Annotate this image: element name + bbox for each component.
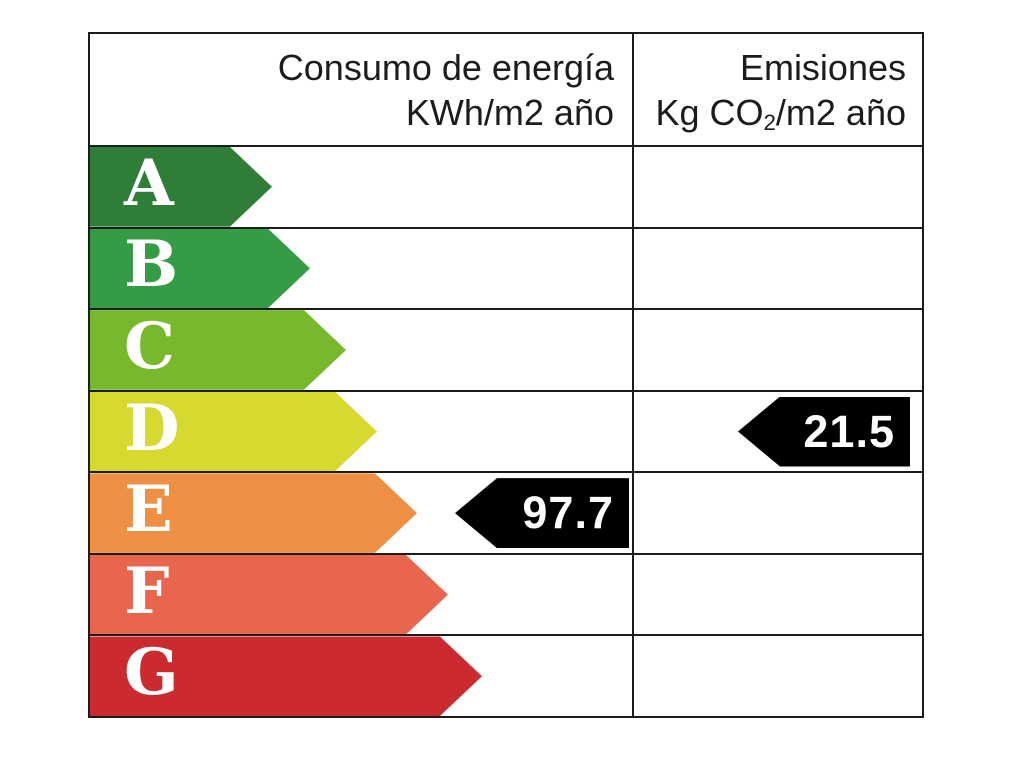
energy-rating-table: Consumo de energía KWh/m2 año Emisiones … — [88, 32, 924, 718]
consumption-value-arrow: 97.7 — [455, 478, 629, 549]
rating-row-E: E 97.7 — [90, 473, 922, 555]
rating-row-G: G — [90, 636, 922, 716]
emissions-title: Emisiones — [739, 47, 906, 88]
consumption-title: Consumo de energía — [277, 47, 614, 88]
emissions-unit-post: /m2 año — [775, 92, 906, 133]
rating-row-D: D 21.5 — [90, 392, 922, 474]
emissions-value: 21.5 — [803, 405, 895, 457]
rating-arrow-G: G — [90, 636, 482, 716]
table-header: Consumo de energía KWh/m2 año Emisiones … — [90, 34, 922, 147]
consumption-value: 97.7 — [522, 487, 614, 539]
emissions-unit-sub: 2 — [763, 109, 776, 135]
rating-letter-C: C — [124, 308, 175, 384]
rating-arrow-A: A — [90, 147, 272, 227]
rating-arrow-D: D — [90, 392, 377, 472]
consumption-unit-pre: KWh/m2 año — [405, 92, 614, 133]
consumption-header-cell: Consumo de energía KWh/m2 año — [90, 34, 632, 145]
rating-arrow-B: B — [90, 229, 310, 309]
emissions-unit: Kg CO2/m2 año — [632, 90, 906, 140]
rating-letter-A: A — [124, 145, 174, 221]
rating-arrow-C: C — [90, 310, 346, 390]
emissions-header-cell: Emisiones Kg CO2/m2 año — [632, 34, 922, 145]
rating-row-C: C — [90, 310, 922, 392]
rating-row-F: F — [90, 555, 922, 637]
rating-row-A: A — [90, 147, 922, 229]
ratings-body: A B C D 21.5 E 97.7 F G — [90, 147, 922, 716]
emissions-value-arrow: 21.5 — [738, 396, 910, 467]
rating-letter-B: B — [124, 227, 179, 303]
column-divider — [632, 34, 634, 716]
rating-row-B: B — [90, 229, 922, 311]
rating-letter-G: G — [124, 635, 179, 711]
emissions-unit-pre: Kg CO — [655, 92, 764, 133]
rating-arrow-E: E — [90, 473, 417, 553]
rating-letter-E: E — [124, 472, 173, 548]
consumption-unit: KWh/m2 año — [90, 90, 614, 140]
rating-arrow-F: F — [90, 555, 448, 635]
rating-letter-F: F — [124, 553, 170, 629]
rating-letter-D: D — [124, 390, 180, 466]
